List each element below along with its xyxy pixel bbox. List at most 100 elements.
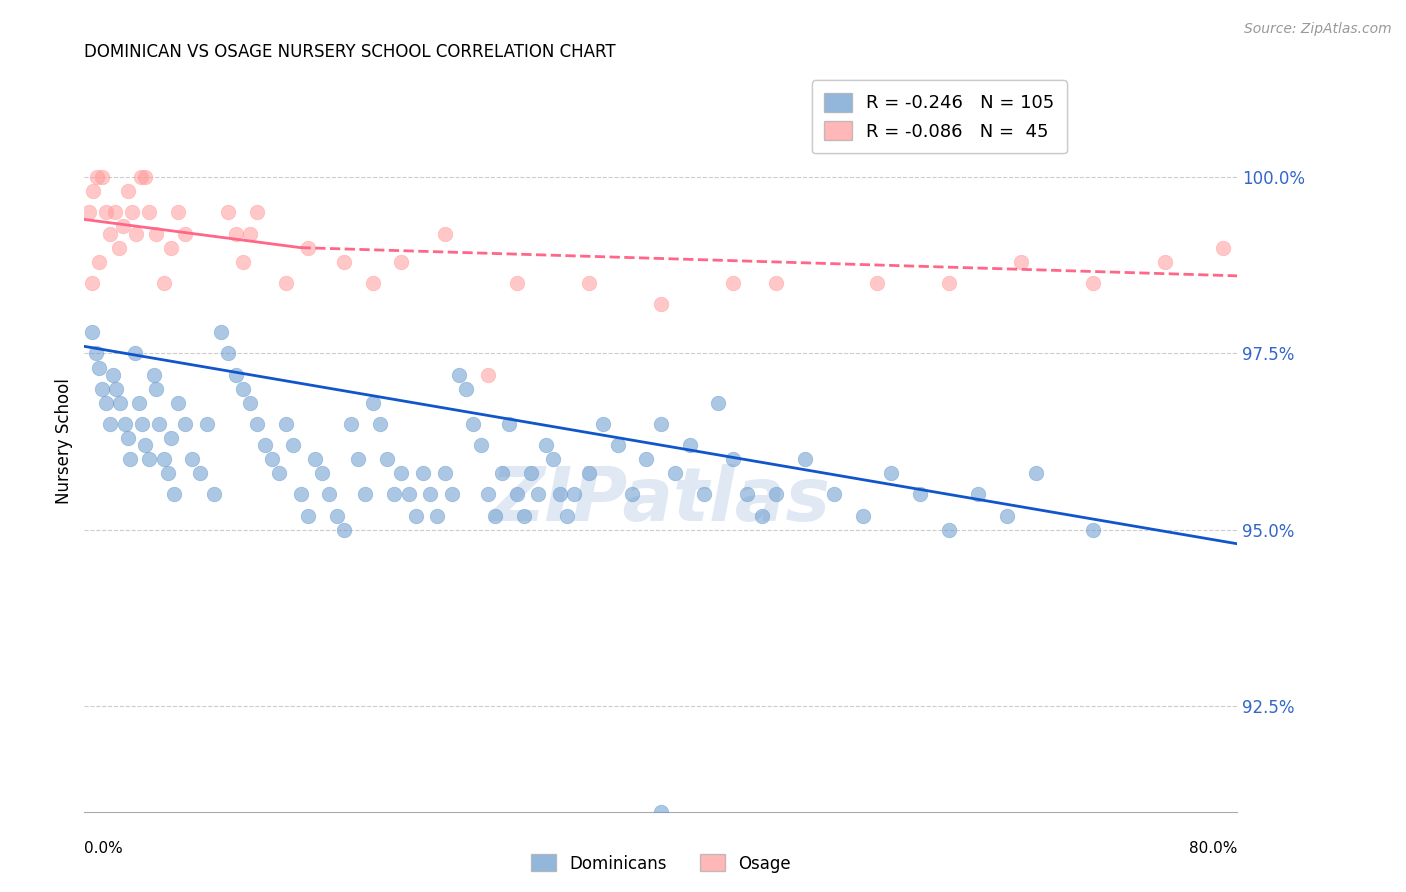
Point — [160, 241, 183, 255]
Point — [368, 417, 391, 431]
Point — [1010, 254, 1032, 268]
Point — [124, 346, 146, 360]
Point — [225, 227, 247, 241]
Point — [167, 396, 190, 410]
Point — [391, 254, 413, 268]
Text: DOMINICAN VS OSAGE NURSERY SCHOOL CORRELATION CHART: DOMINICAN VS OSAGE NURSERY SCHOOL CORREL… — [84, 44, 616, 62]
Point — [995, 508, 1018, 523]
Point — [578, 467, 600, 481]
Text: 0.0%: 0.0% — [84, 841, 124, 856]
Point — [477, 487, 499, 501]
Point — [239, 396, 262, 410]
Point — [419, 487, 441, 501]
Point — [163, 487, 186, 501]
Point — [145, 227, 167, 241]
Point — [398, 487, 420, 501]
Point — [333, 254, 356, 268]
Point — [167, 205, 190, 219]
Point — [405, 508, 427, 523]
Point — [340, 417, 363, 431]
Point — [174, 417, 197, 431]
Point — [148, 417, 170, 431]
Point — [354, 487, 377, 501]
Point — [152, 276, 174, 290]
Point — [145, 382, 167, 396]
Point — [375, 452, 398, 467]
Point — [721, 276, 744, 290]
Point — [218, 346, 240, 360]
Point — [94, 205, 117, 219]
Point — [84, 346, 107, 360]
Point — [433, 227, 456, 241]
Point — [276, 417, 298, 431]
Point — [938, 276, 960, 290]
Point — [311, 467, 333, 481]
Point — [253, 438, 276, 452]
Point — [181, 452, 204, 467]
Point — [138, 205, 160, 219]
Point — [541, 452, 564, 467]
Point — [87, 254, 110, 268]
Point — [110, 396, 132, 410]
Point — [498, 417, 520, 431]
Point — [82, 184, 104, 198]
Point — [564, 487, 586, 501]
Point — [506, 487, 529, 501]
Point — [433, 467, 456, 481]
Point — [737, 487, 759, 501]
Point — [318, 487, 340, 501]
Point — [108, 241, 131, 255]
Point — [765, 276, 787, 290]
Point — [477, 368, 499, 382]
Point — [239, 227, 262, 241]
Point — [174, 227, 197, 241]
Point — [246, 205, 269, 219]
Point — [449, 368, 471, 382]
Point — [152, 452, 174, 467]
Point — [664, 467, 686, 481]
Point — [636, 452, 658, 467]
Point — [361, 276, 384, 290]
Point — [513, 508, 536, 523]
Point — [852, 508, 875, 523]
Point — [117, 431, 139, 445]
Point — [347, 452, 370, 467]
Point — [592, 417, 614, 431]
Point — [484, 508, 506, 523]
Point — [520, 467, 543, 481]
Point — [1083, 276, 1105, 290]
Point — [87, 360, 110, 375]
Point — [548, 487, 571, 501]
Point — [938, 523, 960, 537]
Point — [751, 508, 773, 523]
Point — [276, 276, 298, 290]
Point — [297, 241, 319, 255]
Point — [142, 368, 165, 382]
Point — [90, 170, 112, 185]
Point — [1154, 254, 1177, 268]
Point — [156, 467, 179, 481]
Point — [129, 170, 152, 185]
Point — [80, 325, 103, 339]
Point — [120, 452, 142, 467]
Point — [967, 487, 990, 501]
Point — [188, 467, 211, 481]
Point — [707, 396, 730, 410]
Point — [218, 205, 240, 219]
Point — [527, 487, 550, 501]
Point — [98, 227, 121, 241]
Point — [225, 368, 247, 382]
Point — [94, 396, 117, 410]
Point — [463, 417, 485, 431]
Point — [910, 487, 932, 501]
Point — [391, 467, 413, 481]
Text: 80.0%: 80.0% — [1189, 841, 1237, 856]
Point — [121, 205, 143, 219]
Point — [621, 487, 644, 501]
Point — [1083, 523, 1105, 537]
Point — [823, 487, 845, 501]
Point — [304, 452, 326, 467]
Point — [128, 396, 150, 410]
Point — [86, 170, 108, 185]
Point — [209, 325, 232, 339]
